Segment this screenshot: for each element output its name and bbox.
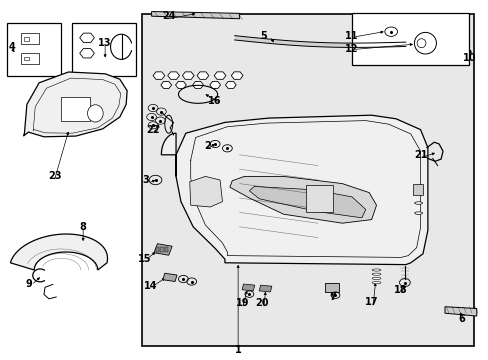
Bar (325, 283, 338, 292)
Text: 10: 10 (462, 53, 475, 63)
Polygon shape (176, 115, 427, 265)
Bar (20, 33, 39, 44)
Text: 22: 22 (145, 125, 159, 135)
Polygon shape (167, 72, 179, 79)
Ellipse shape (414, 212, 422, 214)
Text: 8: 8 (80, 222, 86, 232)
Text: 21: 21 (413, 150, 427, 160)
Polygon shape (10, 234, 107, 270)
Ellipse shape (371, 282, 380, 284)
Polygon shape (209, 81, 220, 89)
Text: 24: 24 (162, 11, 175, 21)
Polygon shape (259, 285, 271, 292)
Polygon shape (249, 186, 365, 218)
Polygon shape (23, 72, 127, 137)
Bar (351, 13, 468, 65)
Bar (61, 97, 90, 121)
Bar (20, 53, 39, 64)
Bar (305, 185, 332, 212)
Ellipse shape (414, 32, 435, 54)
Polygon shape (163, 273, 177, 282)
Text: 19: 19 (236, 298, 249, 308)
Bar (24, 57, 29, 60)
Polygon shape (231, 72, 243, 79)
Ellipse shape (371, 269, 380, 271)
Polygon shape (182, 72, 194, 79)
Ellipse shape (371, 273, 380, 275)
Text: 7: 7 (328, 292, 335, 302)
Polygon shape (161, 81, 171, 89)
Polygon shape (214, 72, 225, 79)
Text: 9: 9 (26, 279, 33, 289)
Bar (24, 37, 29, 41)
Bar (412, 184, 422, 195)
Bar (164, 247, 168, 252)
Text: 20: 20 (254, 298, 268, 308)
Polygon shape (189, 176, 222, 207)
Polygon shape (154, 244, 172, 255)
Polygon shape (151, 12, 239, 19)
Text: 5: 5 (260, 31, 267, 41)
Text: 4: 4 (9, 42, 16, 52)
Ellipse shape (87, 105, 103, 122)
Text: 1: 1 (234, 345, 241, 355)
Text: 13: 13 (98, 38, 112, 48)
Text: 2: 2 (204, 141, 211, 151)
Text: 17: 17 (364, 297, 378, 307)
Bar (160, 247, 163, 252)
Polygon shape (80, 33, 94, 42)
Polygon shape (242, 284, 254, 291)
Ellipse shape (371, 277, 380, 279)
Ellipse shape (414, 202, 422, 204)
Polygon shape (192, 81, 203, 89)
Bar (7, 23, 61, 76)
Bar (72, 23, 136, 76)
Bar (142, 14, 473, 346)
Text: 11: 11 (345, 31, 358, 41)
Text: 12: 12 (345, 44, 358, 54)
Text: 14: 14 (143, 281, 157, 291)
Text: 16: 16 (208, 96, 222, 106)
Text: 23: 23 (48, 171, 61, 181)
Text: 6: 6 (458, 314, 465, 324)
Bar (156, 247, 159, 252)
Polygon shape (225, 81, 236, 89)
Polygon shape (161, 133, 176, 176)
Polygon shape (153, 72, 164, 79)
Text: 3: 3 (142, 175, 149, 185)
Text: 18: 18 (393, 285, 407, 295)
Polygon shape (197, 72, 208, 79)
Polygon shape (175, 81, 186, 89)
Polygon shape (229, 176, 376, 223)
Polygon shape (444, 307, 476, 316)
Polygon shape (80, 49, 94, 58)
Ellipse shape (416, 39, 425, 48)
Text: 15: 15 (137, 254, 151, 264)
